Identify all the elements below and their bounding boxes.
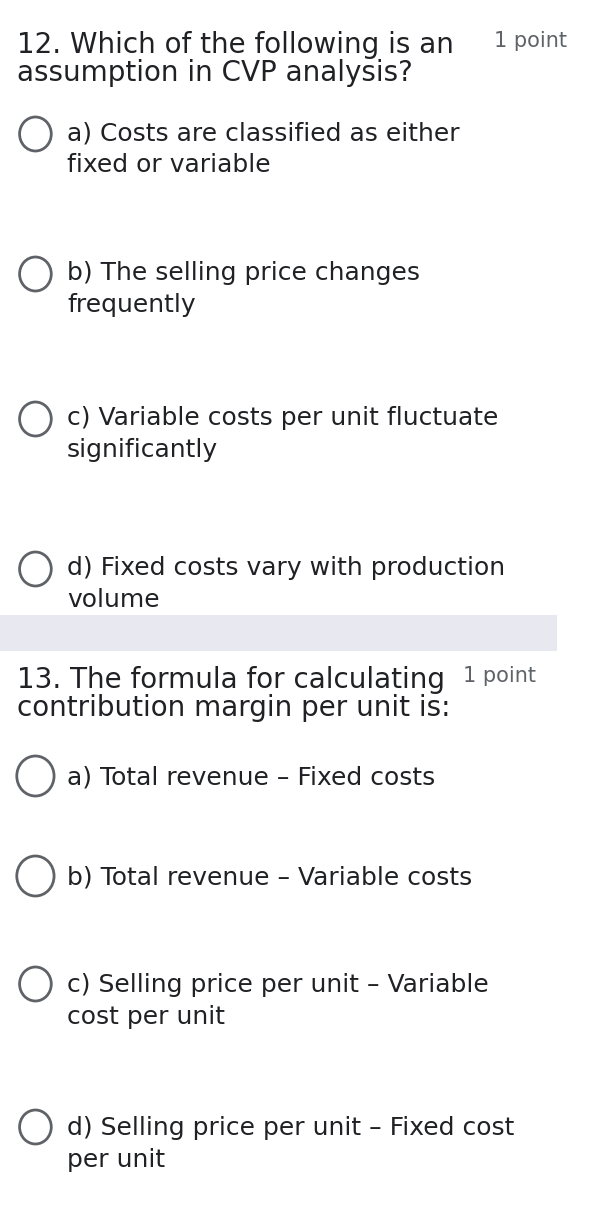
Text: a) Costs are classified as either
fixed or variable: a) Costs are classified as either fixed … xyxy=(67,121,460,176)
Text: b) Total revenue – Variable costs: b) Total revenue – Variable costs xyxy=(67,865,472,889)
Text: 12. Which of the following is an: 12. Which of the following is an xyxy=(17,31,454,59)
Text: b) The selling price changes
frequently: b) The selling price changes frequently xyxy=(67,261,420,316)
Text: 1 point: 1 point xyxy=(494,31,567,50)
Text: 1 point: 1 point xyxy=(463,666,536,686)
Text: c) Selling price per unit – Variable
cost per unit: c) Selling price per unit – Variable cos… xyxy=(67,972,489,1029)
Text: c) Variable costs per unit fluctuate
significantly: c) Variable costs per unit fluctuate sig… xyxy=(67,406,498,462)
Text: 13. The formula for calculating: 13. The formula for calculating xyxy=(17,666,445,694)
Text: d) Fixed costs vary with production
volume: d) Fixed costs vary with production volu… xyxy=(67,556,505,612)
Text: a) Total revenue – Fixed costs: a) Total revenue – Fixed costs xyxy=(67,764,435,789)
FancyBboxPatch shape xyxy=(0,616,556,651)
Text: assumption in CVP analysis?: assumption in CVP analysis? xyxy=(17,59,413,87)
Text: d) Selling price per unit – Fixed cost
per unit: d) Selling price per unit – Fixed cost p… xyxy=(67,1117,515,1172)
Text: contribution margin per unit is:: contribution margin per unit is: xyxy=(17,694,450,723)
